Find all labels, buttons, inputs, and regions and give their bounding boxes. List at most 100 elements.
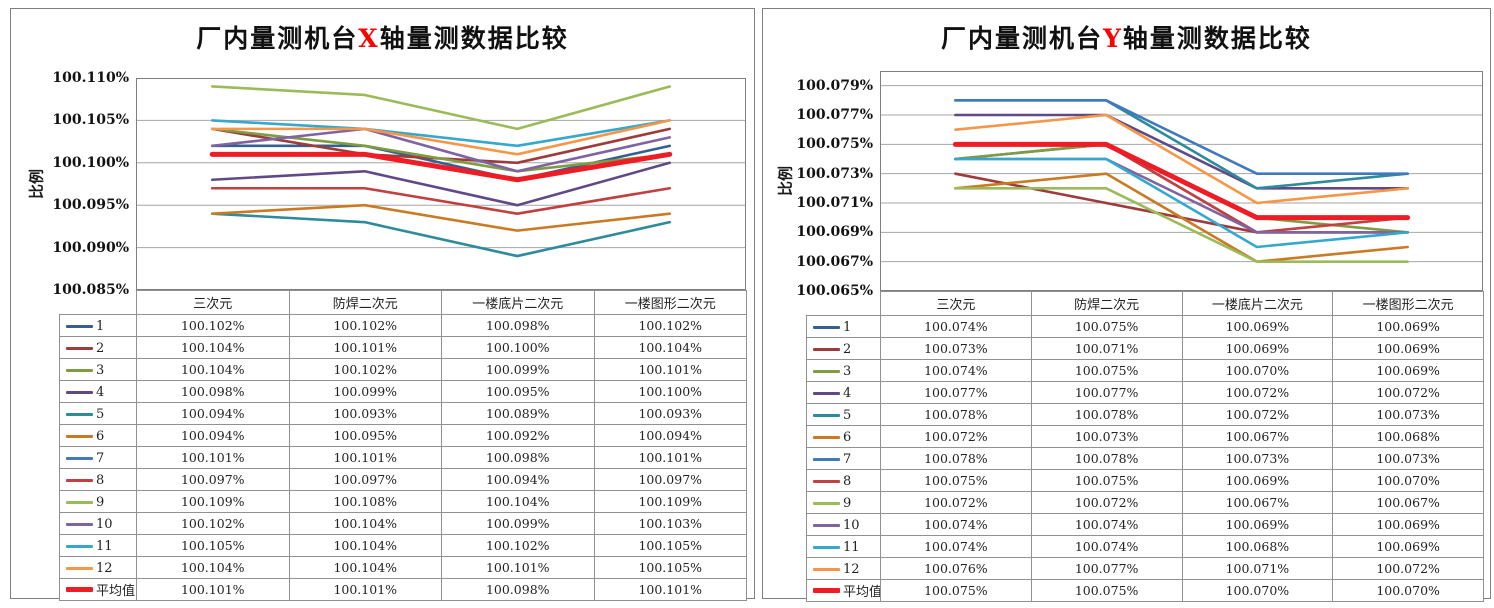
category-header-cell: 一楼底片二次元 xyxy=(441,290,595,315)
plot-border xyxy=(136,78,746,290)
legend-key-cell: 7 xyxy=(59,446,137,469)
value-cell: 100.078% xyxy=(1030,403,1183,426)
series-line-6 xyxy=(954,172,1409,263)
series-name: 10 xyxy=(843,517,860,533)
series-name: 3 xyxy=(843,363,852,379)
value-cell: 100.069% xyxy=(1332,513,1484,536)
value-cell: 100.100% xyxy=(593,380,747,403)
table-row: 12 100.104% 100.104% 100.101% 100.105% xyxy=(59,556,747,579)
y-tick-label: 100.100% xyxy=(52,154,129,171)
y-tick-label: 100.090% xyxy=(52,239,129,256)
legend-key-cell: 9 xyxy=(806,491,881,514)
value-cell: 100.073% xyxy=(880,337,1032,360)
value-cell: 100.074% xyxy=(880,513,1032,536)
value-cell: 100.094% xyxy=(136,402,290,425)
value-cell: 100.105% xyxy=(136,534,290,557)
category-header-cell: 三次元 xyxy=(880,291,1032,316)
value-cell: 100.104% xyxy=(593,336,747,359)
legend-key-cell: 1 xyxy=(806,315,881,338)
series-line-icon xyxy=(813,545,840,549)
value-cell: 100.072% xyxy=(1181,403,1334,426)
series-line-icon xyxy=(813,325,840,329)
series-line-icon xyxy=(66,456,93,460)
chart-panel-y-axis[interactable]: 厂内量测机台Y轴量测数据比较 比例 三次元 防焊二次元 一楼底片二次元 一楼图形二次元… xyxy=(762,8,1491,602)
chart-title-text: 轴量测数据比较 xyxy=(379,24,569,53)
y-tick-label: 100.085% xyxy=(52,282,129,298)
value-cell: 100.101% xyxy=(441,556,595,579)
table-row: 12 100.076% 100.077% 100.071% 100.072% xyxy=(806,557,1484,580)
table-row: 3 100.074% 100.075% 100.070% 100.069% xyxy=(806,359,1484,382)
value-cell: 100.105% xyxy=(593,534,747,557)
value-cell: 100.067% xyxy=(1332,491,1484,514)
table-row: 平均值 100.101% 100.101% 100.098% 100.101% xyxy=(59,578,747,601)
table-row: 4 100.077% 100.077% 100.072% 100.072% xyxy=(806,381,1484,404)
value-cell: 100.078% xyxy=(880,447,1032,470)
value-cell: 100.101% xyxy=(288,578,442,601)
series-name: 8 xyxy=(96,472,105,488)
table-row: 10 100.102% 100.104% 100.099% 100.103% xyxy=(59,512,747,535)
series-name: 5 xyxy=(843,407,852,423)
legend-key-cell: 4 xyxy=(59,380,137,403)
series-line-4 xyxy=(954,113,1409,190)
legend-key-cell: 5 xyxy=(806,403,881,426)
legend-key-cell: 8 xyxy=(806,469,881,492)
legend-key-cell: 平均值 xyxy=(806,579,881,602)
series-name: 12 xyxy=(843,561,860,577)
series-name: 7 xyxy=(96,450,105,466)
y-tick-label: 100.071% xyxy=(796,195,873,211)
y-tick-label: 100.069% xyxy=(796,224,873,241)
value-cell: 100.072% xyxy=(880,491,1032,514)
table-row: 7 100.078% 100.078% 100.073% 100.073% xyxy=(806,447,1484,470)
category-header-cell: 三次元 xyxy=(136,290,290,315)
value-cell: 100.077% xyxy=(1030,381,1183,404)
value-cell: 100.095% xyxy=(288,424,442,447)
value-cell: 100.101% xyxy=(593,578,747,601)
series-name: 1 xyxy=(843,319,852,335)
value-cell: 100.102% xyxy=(441,534,595,557)
value-cell: 100.101% xyxy=(136,578,290,601)
series-line-8 xyxy=(210,186,672,215)
value-cell: 100.101% xyxy=(288,336,442,359)
line-chart-plot xyxy=(136,78,746,290)
legend-key-cell: 8 xyxy=(59,468,137,491)
series-line-icon xyxy=(813,413,840,417)
value-cell: 100.073% xyxy=(1332,447,1484,470)
series-line-平均值 xyxy=(952,141,1411,221)
value-cell: 100.098% xyxy=(441,578,595,601)
table-row: 6 100.094% 100.095% 100.092% 100.094% xyxy=(59,424,747,447)
table-row: 11 100.105% 100.104% 100.102% 100.105% xyxy=(59,534,747,557)
value-cell: 100.069% xyxy=(1332,359,1484,382)
series-name: 2 xyxy=(843,341,852,357)
table-row: 2 100.073% 100.071% 100.069% 100.069% xyxy=(806,337,1484,360)
table-row: 8 100.097% 100.097% 100.094% 100.097% xyxy=(59,468,747,491)
value-cell: 100.109% xyxy=(593,490,747,513)
category-header-cell: 一楼图形二次元 xyxy=(1332,291,1484,316)
y-tick-label: 100.065% xyxy=(796,283,873,299)
series-line-12 xyxy=(954,113,1409,205)
value-cell: 100.099% xyxy=(441,358,595,381)
table-row: 4 100.098% 100.099% 100.095% 100.100% xyxy=(59,380,747,403)
table-row: 9 100.072% 100.072% 100.067% 100.067% xyxy=(806,491,1484,514)
series-line-icon xyxy=(66,587,93,592)
value-cell: 100.069% xyxy=(1332,337,1484,360)
series-line-6 xyxy=(210,203,672,232)
value-cell: 100.099% xyxy=(288,380,442,403)
table-row: 11 100.074% 100.074% 100.068% 100.069% xyxy=(806,535,1484,558)
value-cell: 100.093% xyxy=(593,402,747,425)
series-line-7 xyxy=(954,99,1409,175)
series-name: 11 xyxy=(843,539,860,555)
legend-key-cell: 10 xyxy=(59,512,137,535)
y-tick-label: 100.067% xyxy=(796,253,873,270)
value-cell: 100.078% xyxy=(1030,447,1183,470)
value-cell: 100.097% xyxy=(288,468,442,491)
chart-title-axis-letter: X xyxy=(358,24,380,53)
series-name: 9 xyxy=(843,495,852,511)
value-cell: 100.104% xyxy=(136,336,290,359)
y-tick-label: 100.110% xyxy=(52,70,129,86)
category-header-cell: 防焊二次元 xyxy=(288,290,442,315)
value-cell: 100.103% xyxy=(593,512,747,535)
series-name: 平均值 xyxy=(96,584,136,599)
series-name: 2 xyxy=(96,340,105,356)
chart-panel-x-axis[interactable]: 厂内量测机台X轴量测数据比较 比例 三次元 防焊二次元 一楼底片二次元 一楼图形二次元… xyxy=(10,8,755,601)
value-cell: 100.071% xyxy=(1181,557,1334,580)
